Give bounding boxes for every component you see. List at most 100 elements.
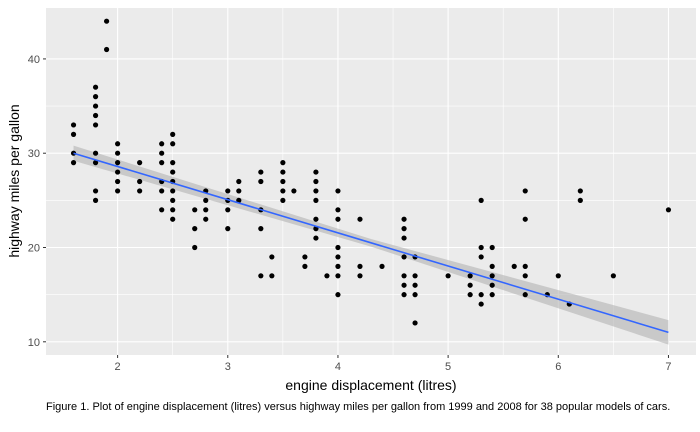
data-point [401,273,407,279]
data-point [401,282,407,288]
data-point [170,216,176,222]
data-point [577,188,583,194]
data-point [258,226,264,232]
data-point [70,122,77,128]
data-point [159,207,165,213]
data-point [313,188,319,194]
data-point [555,273,561,279]
data-point [236,178,242,185]
data-point [610,273,616,279]
data-point [236,197,242,203]
data-point [478,301,484,307]
data-point [412,273,418,279]
data-point [92,160,99,166]
data-point [335,216,341,222]
data-point [522,188,528,194]
data-point [170,160,176,166]
data-point [357,263,363,269]
data-point [137,178,143,185]
data-point [70,160,77,166]
data-point [92,103,99,109]
data-point [489,273,495,279]
data-point [115,160,121,166]
data-point [70,131,77,137]
data-point [92,84,99,90]
data-point [159,141,165,147]
data-point [489,263,495,269]
data-point [225,188,231,194]
data-point [203,216,209,222]
data-point [467,273,473,279]
data-point [522,263,528,269]
data-point [92,94,99,100]
data-point [511,263,517,269]
data-point [445,273,451,279]
data-point [478,254,484,260]
data-point [203,207,209,213]
data-point [159,160,165,166]
y-axis-title: highway miles per gallon [6,104,22,257]
data-point [137,160,143,166]
data-point [401,292,407,298]
data-point [665,207,672,213]
x-tick-label: 7 [665,361,671,373]
data-point [291,188,297,194]
data-point [401,216,407,222]
data-point [335,263,341,269]
data-point [335,244,341,251]
data-point [280,188,286,194]
data-point [467,292,473,298]
data-point [70,150,77,156]
data-point [115,141,121,147]
data-point [115,169,121,175]
data-point [324,273,330,279]
x-tick-label: 5 [445,361,451,373]
data-point [170,131,176,137]
data-point [489,292,495,298]
data-point [258,169,264,175]
data-point [280,178,286,185]
fit-line [73,152,669,334]
y-tick-label: 20 [28,243,40,255]
data-point [159,150,165,156]
data-point [92,122,99,128]
data-point [137,188,143,194]
data-point [258,178,264,185]
data-point [489,282,495,288]
data-point [335,254,341,260]
data-point [335,188,341,194]
data-point [236,188,242,194]
data-point [401,226,407,232]
data-point [357,273,363,279]
data-point [401,235,407,241]
x-axis-title: engine displacement (litres) [285,377,456,393]
data-point [103,46,110,53]
data-point [335,292,341,298]
data-point [225,226,231,232]
data-point [522,273,528,279]
data-point [379,263,385,269]
x-tick-label: 2 [115,361,121,373]
data-point [115,188,121,194]
data-point [478,197,484,203]
y-tick-label: 40 [28,54,40,66]
data-point [478,244,484,251]
data-point [522,292,528,298]
data-point [115,150,121,156]
data-point [225,207,231,213]
data-point [192,226,198,232]
data-point [313,235,319,241]
confidence-band [73,145,669,345]
data-point [412,282,418,288]
data-points [70,18,672,326]
y-tick-label: 10 [28,337,40,349]
data-point [412,292,418,298]
data-point [313,178,319,185]
y-tick-label: 30 [28,148,40,160]
data-point [92,150,99,156]
figure-caption: Figure 1. Plot of engine displacement (l… [46,401,671,413]
data-point [313,169,319,175]
data-point [115,178,121,185]
data-point [302,263,308,269]
